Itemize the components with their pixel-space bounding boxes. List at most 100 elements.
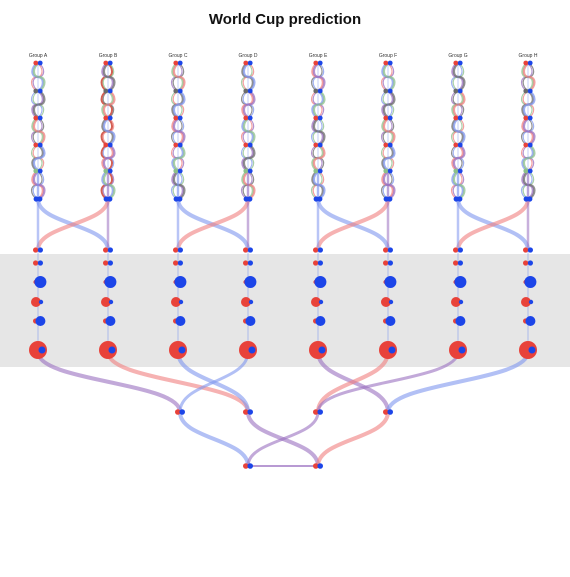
quarterfinal-node-away (387, 409, 394, 415)
group-flow-link (312, 116, 326, 147)
group-label-e: Group E (309, 53, 328, 59)
knockout-node-home (453, 247, 459, 253)
group-node-away (177, 196, 183, 202)
group-node-away (37, 168, 43, 174)
group-node-away (457, 115, 463, 121)
advance-link (176, 197, 250, 252)
group-flow-link (172, 89, 186, 120)
knockout-node-away (177, 247, 183, 253)
group-node-away (527, 168, 533, 174)
group-node-away (317, 142, 323, 148)
group-node-away (527, 88, 533, 94)
knockout-node-away (315, 316, 326, 326)
group-node-home (33, 60, 39, 66)
knockout-node-home (309, 341, 327, 359)
knockout-node-away (318, 346, 326, 354)
group-node-home (243, 168, 249, 174)
group-node-away (523, 196, 529, 202)
advance-link (316, 197, 390, 252)
group-flow-link (522, 116, 536, 147)
group-node-away (387, 115, 393, 121)
group-node-away (173, 196, 179, 202)
group-node-away (107, 196, 113, 202)
group-node-home (243, 60, 249, 66)
group-node-home (383, 88, 389, 94)
knockout-node-away (457, 260, 463, 266)
knockout-node-home (239, 341, 257, 359)
group-flow-link (102, 116, 116, 147)
group-node-away (37, 88, 43, 94)
knockout-node-away (38, 346, 46, 354)
group-flow-link (382, 116, 396, 147)
group-node-home (243, 115, 249, 121)
group-node-away (243, 196, 249, 202)
group-node-home (523, 60, 529, 66)
group-node-home (453, 168, 459, 174)
group-flow-link (172, 61, 186, 93)
final-node-home (243, 463, 249, 469)
group-node-away (387, 168, 393, 174)
group-node-home (383, 142, 389, 148)
knockout-node-home (521, 297, 531, 307)
group-node-away (37, 196, 43, 202)
knockout-node-home (103, 260, 109, 266)
group-node-away (37, 142, 43, 148)
group-node-home (313, 142, 319, 148)
knockout-node-away (35, 316, 46, 326)
group-node-away (247, 88, 253, 94)
group-node-home (103, 168, 109, 174)
group-flow-link (32, 116, 46, 147)
group-node-away (317, 60, 323, 66)
group-node-away (247, 168, 253, 174)
quarterfinal-node-home (383, 409, 389, 415)
group-label-d: Group D (239, 53, 258, 59)
knockout-node-home (451, 297, 461, 307)
group-flow-link (382, 143, 396, 173)
group-flow-link (32, 61, 46, 93)
group-flow-link (172, 143, 186, 173)
knockout-node-home (313, 260, 319, 266)
group-flow-link (102, 61, 116, 93)
group-flow-link (242, 89, 256, 120)
knockout-node-away (105, 316, 116, 326)
quarterfinal-node-away (317, 409, 324, 415)
knockout-node-away (37, 260, 44, 266)
knockout-node-away (458, 299, 464, 305)
semifinal-link (246, 410, 320, 468)
knockout-node-home (169, 341, 187, 359)
knockout-node-away (528, 299, 534, 305)
knockout-node-home (311, 297, 321, 307)
knockout-node-away (108, 346, 116, 354)
group-node-away (527, 196, 533, 202)
knockout-node-away (387, 247, 393, 253)
group-node-away (177, 88, 183, 94)
labels-layer: Group A Group B Group C Group D Group E Group… (29, 53, 538, 59)
chart-title: World Cup prediction (208, 11, 362, 28)
knockout-node-away (385, 316, 396, 326)
knockout-node-away (527, 247, 534, 253)
group-flow-link (32, 143, 46, 173)
group-label-b: Group B (99, 53, 118, 59)
group-flow-link (522, 143, 536, 173)
group-node-away (247, 142, 253, 148)
knockout-node-away (524, 276, 537, 288)
knockout-link (36, 350, 182, 414)
group-node-away (107, 88, 113, 94)
group-node-away (177, 142, 183, 148)
knockout-node-home (523, 260, 529, 266)
group-flow-link (242, 143, 256, 173)
knockout-node-home (519, 341, 537, 359)
group-flow-link (452, 61, 466, 93)
knockout-node-away (457, 247, 463, 253)
group-flow-link (312, 143, 326, 173)
knockout-node-away (314, 276, 327, 288)
group-node-away (317, 196, 323, 202)
group-node-away (37, 60, 43, 66)
group-node-away (457, 196, 463, 202)
group-flow-link (452, 143, 466, 173)
knockout-node-home (171, 297, 181, 307)
knockout-node-away (317, 247, 323, 253)
group-node-away (317, 88, 323, 94)
group-node-away (177, 168, 183, 174)
